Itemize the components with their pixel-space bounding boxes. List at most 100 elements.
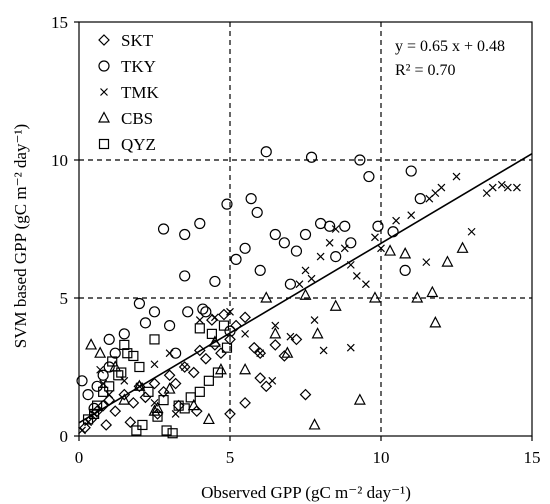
qyz-point [173, 400, 184, 411]
skt-point [254, 372, 267, 384]
tky-point [76, 375, 88, 387]
tky-point [405, 165, 417, 177]
tky-point [139, 317, 152, 329]
tky-point [363, 170, 375, 183]
legend-label: CBS [121, 109, 153, 128]
skt-point [215, 347, 227, 360]
tky-point [91, 380, 103, 392]
regression-line [78, 152, 533, 424]
tmk-point [286, 332, 295, 341]
skt-point [290, 333, 303, 346]
tmk-point [165, 349, 174, 358]
skt-point [124, 416, 137, 429]
tky-point [230, 253, 242, 265]
tmk-point [488, 183, 497, 192]
qyz-point [152, 411, 163, 422]
cbs-point [429, 316, 442, 328]
qyz-point [134, 361, 145, 373]
skt-point [157, 385, 170, 398]
legend: SKT TKY TMK CBS QYZ [98, 31, 160, 154]
x-tick-label: 15 [524, 448, 541, 467]
cbs-point [269, 327, 282, 339]
cbs-point [299, 288, 312, 300]
tky-point [97, 369, 109, 381]
qyz-point [194, 323, 205, 334]
plot-border [78, 21, 533, 437]
tmk-point [325, 238, 334, 247]
tmk-point [210, 313, 219, 322]
tmk-point [467, 227, 476, 236]
legend-label: TKY [121, 57, 156, 76]
y-tick-label: 15 [51, 13, 68, 32]
tky-point [194, 217, 206, 230]
skt-point [218, 308, 230, 321]
qyz-point [206, 328, 217, 339]
tky-point [339, 220, 351, 232]
qyz-point [179, 403, 190, 414]
qyz-point [161, 425, 172, 436]
tmk-point [226, 307, 234, 316]
regression-r2: R² = 0.70 [395, 62, 456, 79]
cbs-point [239, 362, 252, 375]
tky-point [221, 198, 233, 210]
x-tick-label: 10 [373, 448, 390, 467]
qyz-point [149, 334, 160, 345]
tmk-point [310, 316, 319, 325]
qyz-point [218, 320, 230, 331]
tmk-point [268, 376, 277, 385]
legend-marker-square [98, 138, 110, 150]
tky-point [324, 220, 336, 232]
tmk-point [331, 225, 340, 233]
tmk-point [371, 233, 379, 242]
qyz-point [104, 381, 115, 392]
cbs-point [426, 285, 439, 298]
series-tmk [78, 172, 521, 435]
tky-point [345, 237, 357, 249]
cbs-point [311, 327, 324, 339]
tky-point [103, 333, 115, 345]
qyz-point [116, 367, 127, 378]
legend-label: QYZ [121, 135, 156, 154]
skt-point [169, 377, 182, 390]
grid-lines [79, 22, 532, 436]
skt-point [163, 369, 176, 382]
qyz-point [107, 356, 118, 367]
tky-point [290, 245, 303, 257]
skt-point [127, 397, 140, 409]
tky-point [239, 242, 251, 254]
tmk-point [256, 349, 265, 358]
tmk-point [361, 280, 370, 289]
qyz-point [203, 375, 214, 386]
tmk-point [271, 321, 280, 330]
skt-point [299, 388, 312, 401]
tmk-point [105, 390, 114, 399]
skt-point [239, 311, 251, 324]
tmk-point [195, 316, 204, 325]
tmk-point [452, 172, 461, 181]
skt-point [100, 419, 113, 431]
tmk-point [503, 183, 512, 192]
qyz-point [143, 386, 154, 397]
cbs-point [163, 382, 176, 394]
tmk-point [241, 329, 250, 338]
skt-point [254, 347, 267, 360]
cbs-point [329, 299, 342, 311]
tmk-point [316, 252, 325, 261]
skt-point [139, 391, 152, 404]
skt-point [278, 350, 291, 362]
cbs-point [85, 338, 98, 350]
y-axis-title: SVM based GPP (gC m⁻² day⁻¹) [11, 124, 30, 348]
tky-point [372, 220, 384, 232]
tky-point [157, 223, 170, 235]
skt-point [269, 339, 282, 351]
skt-point [190, 405, 203, 418]
tky-point [315, 217, 327, 230]
skt-point [148, 377, 161, 390]
tky-point [133, 297, 145, 310]
cbs-point [118, 393, 131, 405]
tick-labels: 0 5 10 15 0 5 10 15 [51, 13, 541, 467]
skt-point [224, 333, 236, 346]
cbs-point [281, 346, 294, 358]
qyz-point [137, 419, 148, 431]
tky-point [109, 347, 121, 359]
